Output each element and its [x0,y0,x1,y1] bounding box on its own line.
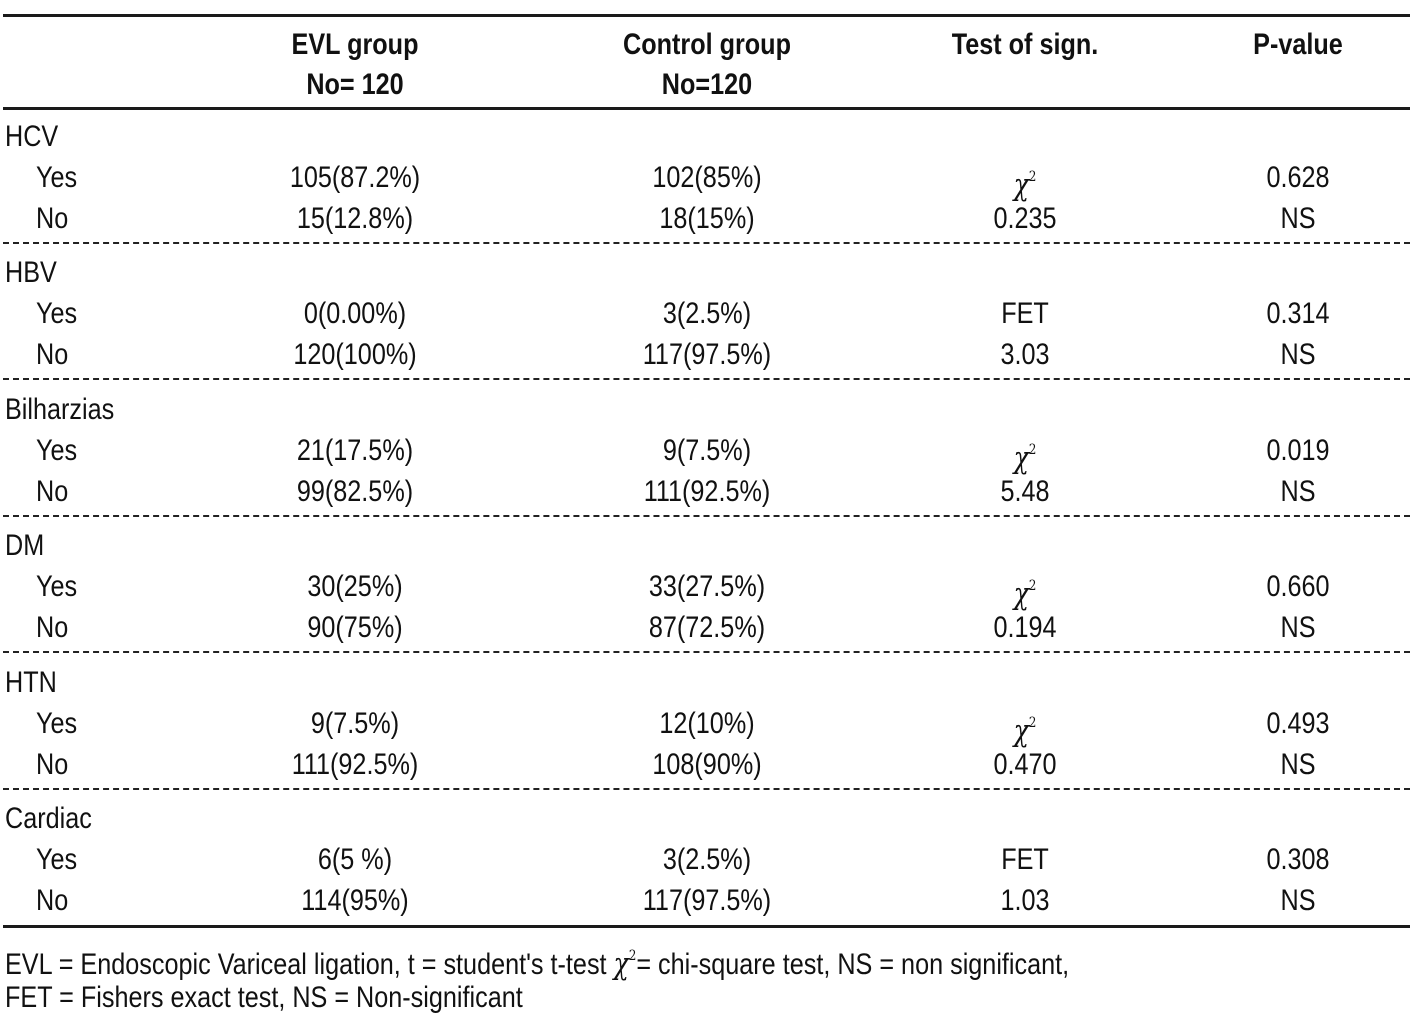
chi-square-symbol: χ2 [1013,714,1037,749]
test-name: χ2 [933,566,1118,615]
footnote-line-1: EVL = Endoscopic Variceal ligation, t = … [5,936,1069,985]
test-statistic-value: 0.470 [993,748,1057,781]
p-value: 0.628 [1266,161,1330,194]
row-label-no: No [36,611,69,644]
row-label-no: No [36,748,69,781]
control-yes-value: 102(85%) [652,161,762,194]
group-separator [3,515,1410,517]
evl-yes-value: 105(87.2%) [289,161,421,194]
group-label: HTN [5,666,57,699]
group-label: HCV [5,120,59,153]
table-top-rule [3,14,1410,17]
group-label: HBV [5,256,57,289]
test-name: FET [1001,843,1049,876]
row-label-no: No [36,475,69,508]
significance-label: NS [1280,611,1316,644]
control-yes-value: 12(10%) [659,707,755,740]
evl-yes-value: 0(0.00%) [303,297,407,330]
evl-yes-value: 6(5 %) [317,843,393,876]
footnote-line-1-part-b: = chi-square test, NS = non significant, [636,948,1070,981]
row-label-yes: Yes [36,161,78,194]
evl-no-value: 90(75%) [307,611,403,644]
p-value: 0.019 [1266,434,1330,467]
test-statistic-value: 0.194 [993,611,1057,644]
test-statistic-value: 1.03 [1000,884,1050,917]
significance-label: NS [1280,884,1316,917]
control-yes-value: 3(2.5%) [662,297,752,330]
row-label-yes: Yes [36,297,78,330]
row-label-yes: Yes [36,843,78,876]
test-statistic-value: 0.235 [993,202,1057,235]
header-evl-line1: EVL group [291,28,419,61]
group-separator [3,378,1410,380]
significance-label: NS [1280,202,1316,235]
header-evl-line2: No= 120 [306,68,404,101]
evl-yes-value: 21(17.5%) [296,434,414,467]
chi-square-symbol: χ2 [1013,441,1037,476]
evl-no-value: 99(82.5%) [296,475,414,508]
evl-yes-value: 30(25%) [307,570,403,603]
control-yes-value: 9(7.5%) [662,434,752,467]
group-separator [3,788,1410,790]
row-label-no: No [36,202,69,235]
p-value: 0.308 [1266,843,1330,876]
group-label: Bilharzias [5,393,115,426]
row-label-no: No [36,338,69,371]
test-statistic-value: 3.03 [1000,338,1050,371]
evl-no-value: 114(95%) [301,884,409,917]
group-separator [3,651,1410,653]
test-name: FET [1001,297,1049,330]
significance-label: NS [1280,748,1316,781]
row-label-yes: Yes [36,434,78,467]
row-label-yes: Yes [36,707,78,740]
test-name: χ2 [933,430,1118,479]
evl-no-value: 120(100%) [293,338,417,371]
test-statistic-value: 5.48 [1000,475,1050,508]
header-control-line2: No=120 [661,68,753,101]
evl-no-value: 111(92.5%) [291,748,419,781]
header-test-of-sign: Test of sign. [951,28,1099,61]
row-label-yes: Yes [36,570,78,603]
row-label-no: No [36,884,69,917]
control-no-value: 117(97.5%) [642,884,772,917]
control-yes-value: 33(27.5%) [648,570,766,603]
footnote-line-2: FET = Fishers exact test, NS = Non-signi… [5,981,523,1014]
chi-square-symbol: χ2 [1013,168,1037,203]
significance-label: NS [1280,338,1316,371]
p-value: 0.314 [1266,297,1330,330]
chi-square-symbol: χ2 [613,947,637,982]
p-value: 0.660 [1266,570,1330,603]
group-label: Cardiac [5,802,92,835]
footnote-line-1-part-a: EVL = Endoscopic Variceal ligation, t = … [5,948,607,981]
header-bottom-rule [3,107,1410,110]
control-no-value: 111(92.5%) [643,475,771,508]
group-label: DM [5,529,45,562]
significance-label: NS [1280,475,1316,508]
chi-square-symbol: χ2 [1013,577,1037,612]
control-yes-value: 3(2.5%) [662,843,752,876]
control-no-value: 117(97.5%) [642,338,772,371]
evl-yes-value: 9(7.5%) [310,707,400,740]
control-no-value: 87(72.5%) [648,611,766,644]
group-separator [3,242,1410,244]
test-name: χ2 [933,703,1118,752]
test-name: χ2 [933,157,1118,206]
control-no-value: 18(15%) [659,202,755,235]
p-value: 0.493 [1266,707,1330,740]
table-bottom-rule [3,925,1410,928]
header-p-value: P-value [1253,28,1343,61]
evl-no-value: 15(12.8%) [296,202,414,235]
control-no-value: 108(90%) [652,748,762,781]
header-control-line1: Control group [623,28,791,61]
